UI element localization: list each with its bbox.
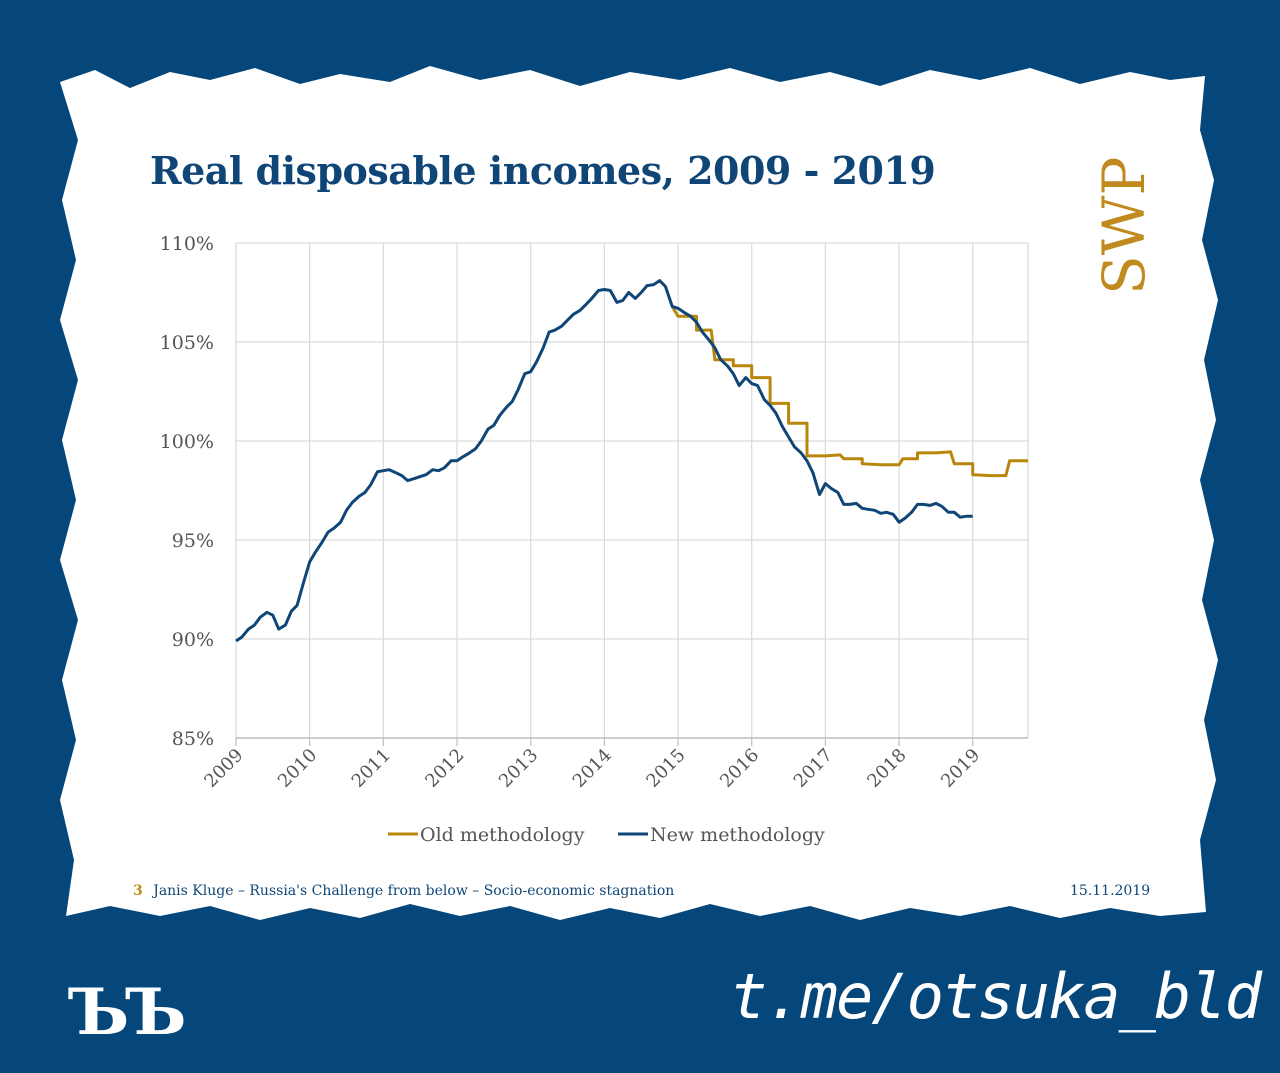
y-tick-label: 110%	[160, 233, 214, 255]
channel-logo: ЪЪ	[68, 975, 186, 1050]
y-tick-label: 85%	[172, 728, 214, 750]
channel-link[interactable]: t.me/otsuka_bld	[730, 960, 1262, 1033]
chart-series	[235, 279, 1028, 643]
x-tick-label: 2017	[790, 745, 837, 792]
y-tick-label: 90%	[172, 629, 214, 651]
series-line-new-methodology	[235, 279, 973, 643]
chart-axes: 85% 90% 95% 100% 105% 110% 2009 2010 2011 2012 201…	[160, 233, 1028, 792]
slide-title: Real disposable incomes, 2009 - 2019	[150, 148, 936, 193]
x-tick-label: 2014	[569, 745, 616, 792]
chart-grid	[235, 242, 1029, 739]
x-tick-label: 2011	[348, 745, 395, 792]
swp-logo: SWP	[1098, 157, 1154, 295]
x-tick-label: 2019	[937, 745, 984, 792]
x-tick-label: 2013	[495, 745, 542, 792]
footer-date: 15.11.2019	[1070, 883, 1151, 899]
logo-text: SWP	[1098, 157, 1154, 295]
x-tick-label: 2010	[274, 745, 321, 792]
x-tick-label: 2009	[200, 745, 247, 792]
y-tick-label: 105%	[160, 332, 214, 354]
y-tick-label: 100%	[160, 431, 214, 453]
legend-label-new-methodology: New methodology	[650, 824, 825, 846]
series-line-old-methodology	[670, 305, 1028, 478]
chart-legend: Old methodology New methodology	[388, 824, 825, 846]
page-number: 3	[133, 883, 143, 899]
y-tick-label: 95%	[172, 530, 214, 552]
x-tick-label: 2012	[421, 745, 468, 792]
x-tick-label: 2018	[863, 745, 910, 792]
legend-label-old-methodology: Old methodology	[420, 824, 585, 846]
footer-text: Janis Kluge – Russia's Challenge from be…	[153, 883, 675, 899]
slide-footer: 3 Janis Kluge – Russia's Challenge from …	[133, 883, 674, 899]
x-tick-label: 2015	[642, 745, 689, 792]
x-tick-label: 2016	[716, 745, 763, 792]
